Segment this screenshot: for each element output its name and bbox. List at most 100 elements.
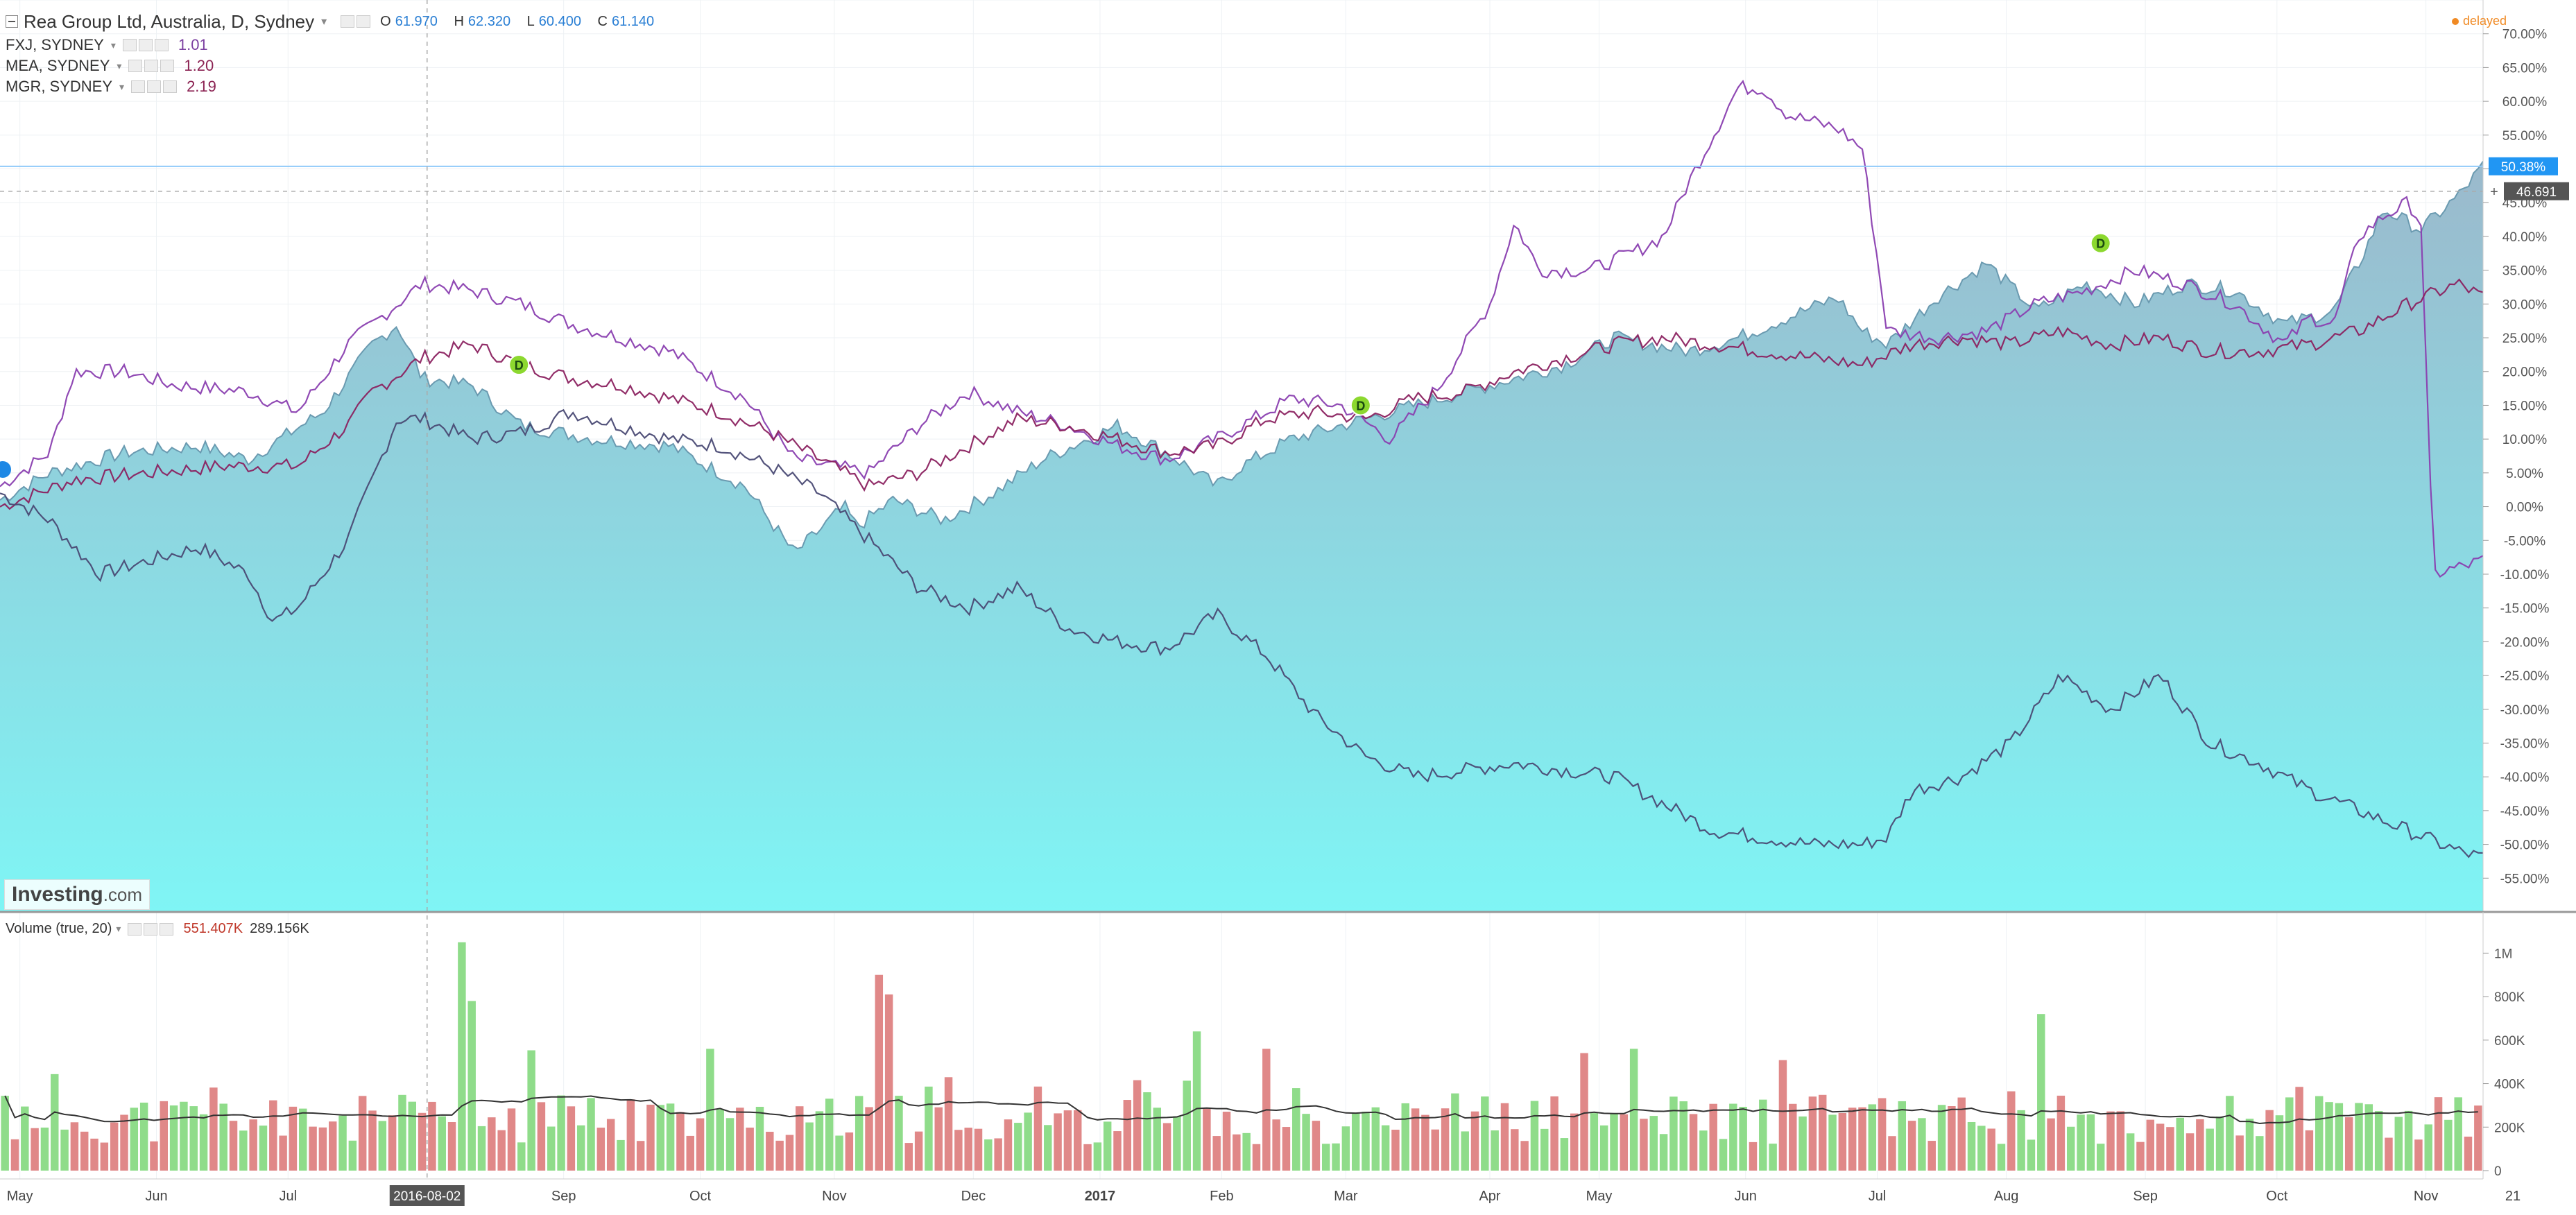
event-markers[interactable]: D D D (0, 232, 2111, 478)
compare-lines (0, 79, 2484, 859)
volume-axis[interactable]: 1M 800K 600K 400K 200K 0 (2482, 912, 2576, 1179)
series-buttons[interactable] (128, 60, 175, 72)
volume-bar (2424, 1124, 2432, 1171)
volume-bar (2434, 1097, 2443, 1171)
dividend-marker-icon[interactable] (1350, 395, 1371, 416)
settings-button[interactable] (122, 39, 137, 51)
collapse-icon[interactable] (6, 15, 18, 28)
volume-bar (120, 1114, 128, 1171)
ohlc-values: O 61.970 H 62.320 L 60.400 C 61.140 (380, 14, 667, 30)
volume-bar (2344, 1117, 2353, 1171)
dividend-marker-icon[interactable] (508, 354, 530, 375)
price-axis-label: 65.00% (2502, 61, 2548, 76)
chevron-down-icon[interactable]: ▾ (110, 39, 116, 51)
volume-bar (1203, 1108, 1211, 1171)
series-buttons[interactable] (341, 15, 371, 28)
price-area (0, 161, 2484, 913)
time-axis-label: Sep (2133, 1189, 2158, 1204)
volume-bar (2017, 1110, 2025, 1171)
series-buttons[interactable] (131, 80, 178, 93)
series-buttons[interactable] (122, 39, 169, 51)
hide-button[interactable] (147, 80, 162, 93)
volume-axis-label: 400K (2494, 1078, 2525, 1092)
volume-bar (2364, 1104, 2373, 1171)
volume-bar (696, 1118, 705, 1171)
settings-button[interactable] (128, 60, 143, 72)
volume-bar (925, 1086, 933, 1171)
hide-button[interactable] (357, 15, 371, 28)
volume-bar (160, 1101, 169, 1171)
time-axis[interactable]: May Jun Jul Sep Oct Nov Dec 2017 Feb Mar Apr May Jun… (0, 1178, 2576, 1212)
legend-compare-fxj[interactable]: FXJ, SYDNEY ▾ 1.01 (6, 35, 667, 55)
hide-button[interactable] (138, 39, 153, 51)
remove-button[interactable] (160, 60, 175, 72)
price-axis-label: -5.00% (2504, 534, 2545, 549)
remove-button[interactable] (160, 922, 174, 936)
volume-bar (845, 1132, 854, 1171)
crosshair-date-badge (389, 1185, 465, 1206)
volume-bar (31, 1128, 39, 1171)
volume-bar (1033, 1086, 1042, 1171)
ohlc-close-key: C (597, 13, 608, 29)
volume-bar (1222, 1112, 1231, 1171)
volume-bar (1729, 1103, 1737, 1171)
volume-axis-label: 800K (2494, 990, 2525, 1005)
dividend-marker-label: D (515, 359, 524, 372)
volume-bar (914, 1131, 923, 1171)
volume-bar (1500, 1103, 1509, 1171)
volume-bar (2106, 1111, 2115, 1171)
volume-bar (875, 974, 884, 1171)
chevron-down-icon[interactable]: ▾ (116, 923, 121, 934)
price-axis-label: 10.00% (2502, 433, 2548, 447)
price-axis-label: 40.00% (2502, 230, 2548, 245)
chevron-down-icon[interactable]: ▾ (321, 16, 327, 28)
remove-button[interactable] (163, 80, 178, 93)
volume-bar (477, 1126, 486, 1171)
volume-bar (2295, 1087, 2303, 1171)
add-alert-icon: + (2490, 184, 2498, 200)
volume-bar (2335, 1103, 2344, 1171)
time-axis-label: Jul (1869, 1189, 1887, 1204)
volume-bar (2444, 1119, 2453, 1171)
legend-compare-mgr[interactable]: MGR, SYDNEY ▾ 2.19 (6, 76, 667, 97)
dividend-marker-icon[interactable] (2090, 232, 2111, 254)
volume-bar (1838, 1112, 1847, 1171)
price-axis-label: 25.00% (2502, 331, 2548, 346)
volume-bar (2355, 1103, 2363, 1171)
settings-button[interactable] (128, 922, 142, 936)
series-start-icon (0, 460, 11, 478)
volume-bar (328, 1121, 337, 1171)
time-axis-label: Nov (822, 1189, 847, 1204)
hide-button[interactable] (144, 60, 159, 72)
series-buttons[interactable] (128, 922, 174, 936)
ohlc-open-value: 61.970 (395, 13, 438, 29)
volume-bar (249, 1119, 257, 1171)
compare-value: 2.19 (187, 78, 216, 95)
settings-button[interactable] (131, 80, 146, 93)
volume-bar (1321, 1144, 1330, 1171)
ohlc-close-value: 61.140 (611, 13, 655, 29)
chevron-down-icon[interactable]: ▾ (119, 80, 125, 92)
legend-compare-mea[interactable]: MEA, SYDNEY ▾ 1.20 (6, 55, 667, 76)
settings-button[interactable] (341, 15, 355, 28)
remove-button[interactable] (154, 39, 169, 51)
time-axis-label: Dec (961, 1189, 986, 1204)
volume-legend[interactable]: Volume (true, 20) ▾ 551.407K 289.156K (6, 921, 309, 937)
ohlc-low-value: 60.400 (538, 13, 581, 29)
volume-bar (746, 1127, 754, 1171)
volume-bar (368, 1110, 377, 1171)
volume-chart (0, 911, 2576, 1171)
volume-bar (1153, 1108, 1162, 1171)
chevron-down-icon[interactable]: ▾ (117, 60, 122, 71)
volume-bar (180, 1101, 188, 1171)
volume-bar (855, 1096, 864, 1171)
hide-button[interactable] (144, 922, 158, 936)
volume-bar (676, 1112, 685, 1171)
volume-bar (1739, 1107, 1747, 1171)
volume-bar (1113, 1131, 1122, 1171)
volume-bar (1162, 1123, 1171, 1171)
